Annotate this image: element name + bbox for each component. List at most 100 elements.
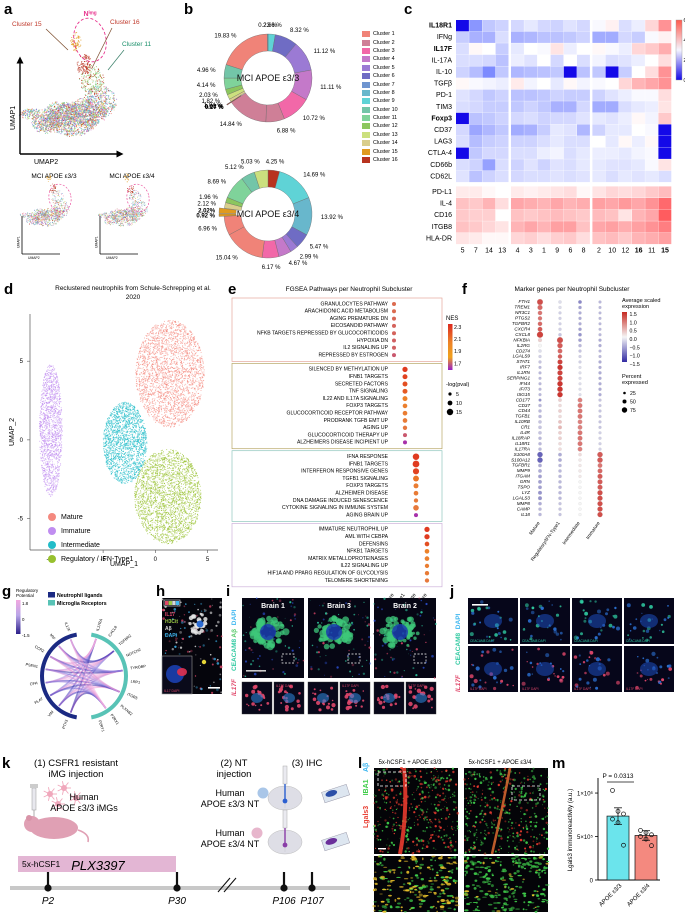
donut-slice-label: 5.12 % [225,165,244,171]
heatmap-cell [550,170,564,183]
heatmap-cell [645,124,659,136]
gene-dot [578,332,582,337]
pathway-group-box [231,297,443,362]
gene-dot [597,511,603,518]
pval-legend-dot [448,392,452,396]
pathway-label: IFNB1 TARGETS [349,461,389,467]
roi-box [377,771,407,787]
heatmap-cell [469,221,483,233]
heatmap-cell [632,232,645,245]
heatmap-cell [482,31,496,43]
legend-swatch [362,98,370,105]
gene-dot [558,447,562,451]
x-tick-label: -5 [100,557,106,563]
strain-label: 5x-hCSF1 [22,859,61,869]
gene-dot [578,338,582,342]
donut-slice-label: 19.83 % [214,33,237,39]
receptor-label: TGFBR2 [118,634,132,647]
legend-swatch [362,106,370,113]
heatmap-cell [495,159,509,171]
organoid-e34 [251,827,263,839]
vessel [490,767,512,855]
heatmap-cell [632,31,645,43]
heatmap-cell [563,170,577,183]
donut-slice-label: 4.96 % [197,68,216,74]
pathway-label: SILENCED BY METHYLATION UP [309,367,389,373]
gene-dot [598,333,602,337]
gene-dot [538,436,542,440]
donut-slice-label: 13.92 % [321,215,344,221]
pathway-label: CYTOKINE SIGNALING IN IMMUNE SYSTEM [282,505,388,511]
heatmap-cell [658,66,672,78]
pathway-label: GLUCOCORTICOID THERAPY UP [308,432,389,438]
pathway-dot [402,403,408,409]
ligand-label: PSEN1 [25,663,38,669]
channel-label: IL17 [165,612,175,618]
tile-label: CEACAM8 DAPI [574,639,598,643]
gene-dot [538,431,542,435]
pathway-dot [402,440,408,445]
heatmap-cell [482,136,496,148]
pathway-label: FOXP3 TARGETS [346,483,388,489]
gene-dot [558,414,562,419]
heatmap-cell [511,221,524,233]
heatmap-row-label: Foxp3 [431,115,452,122]
timepoint-marker [280,884,288,892]
heatmap-cell [632,124,645,136]
rp-tick: 0 [22,617,25,622]
gene-dot [577,446,583,452]
gene-dot [578,474,582,478]
heatmap-cell [537,31,551,43]
heatmap-cell [645,66,659,78]
heatmap-col-label: 9 [555,247,559,254]
heatmap-cell [550,232,564,245]
organoid-e33 [257,787,269,799]
expr-tick: 0.0 [630,337,637,343]
ligand-label: MIF [49,633,57,641]
gene-dot [598,382,602,386]
gene-dot [538,463,542,468]
heatmap-cell [456,232,469,245]
pathway-dot [413,483,419,489]
heatmap-cell [618,198,632,210]
gene-label: IL18R1 [515,441,530,446]
heatmap-col-label: 4 [516,247,520,254]
colorbar-tick: 0 [684,78,685,84]
panel-m-label: m [552,755,566,772]
legend-label: Cluster 13 [373,131,398,138]
regulatory-potential-title-1: Regulatory [16,588,39,593]
panel-a-inset-0-x-label: UMAP2 [28,256,40,260]
expr-tick: 1.5 [630,312,637,318]
gene-dot [597,479,603,485]
panel-l: l 5x-hCSF1 + APOE ε3/3 5x-hCSF1 + APOE ε3… [358,756,550,914]
heatmap-cell [592,124,606,136]
gene-dot [597,473,603,479]
pathway-dot [402,433,408,438]
heatmap-cell [577,20,590,32]
heatmap-cell [456,209,469,221]
heatmap-cell [495,31,509,43]
tile-label: CEACAM8 DAPI [626,639,650,643]
heatmap-row-label: TGFβ [434,81,452,88]
gene-dot [558,300,562,304]
heatmap-cell [618,232,632,245]
heatmap-cell [605,101,619,113]
ligand-arc [39,632,78,720]
inset-0-nimg-outline [48,183,72,213]
heatmap-cell [645,186,659,198]
heatmap-cell [577,31,590,43]
heatmap-cell [550,112,564,125]
gene-label: FTH1 [519,299,531,304]
gene-dot [537,299,543,305]
expr-tick: −0.5 [630,345,640,351]
heatmap-cell [550,136,564,148]
heatmap-cell [605,31,619,43]
heatmap-row-label: IL17F [434,46,453,53]
heatmap-cell [524,186,538,198]
heatmap-cell [524,31,538,43]
heatmap-colorbar [675,19,683,81]
heatmap-cell [618,209,632,221]
gene-dot [598,420,602,424]
heatmap-cell [618,112,632,125]
gene-dot [578,349,582,353]
